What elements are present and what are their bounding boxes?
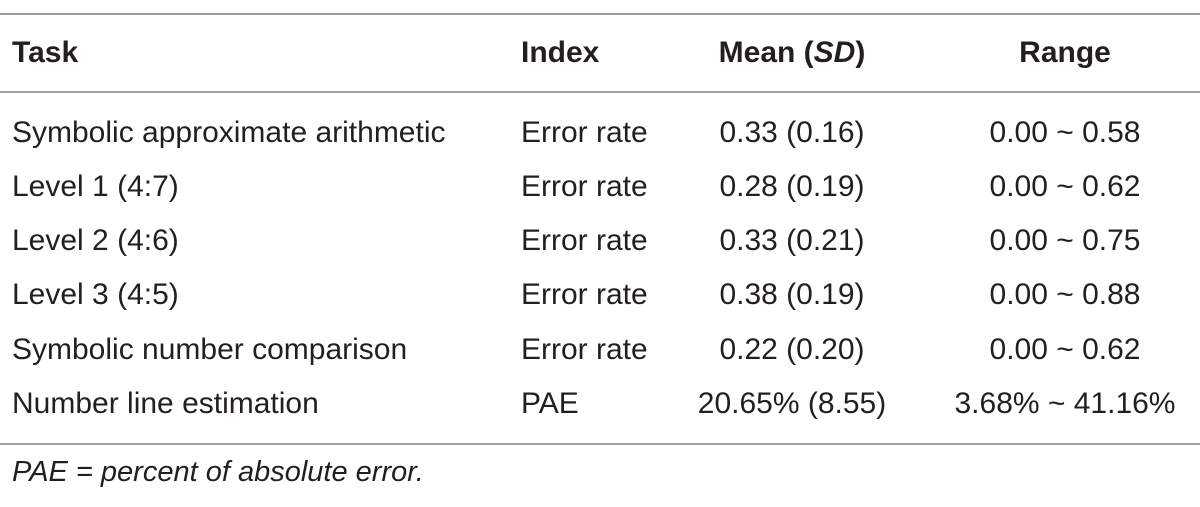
header-mean: Mean (SD) [672,25,912,81]
cell-index: PAE [521,387,579,420]
header-mean-prefix: Mean ( [718,36,814,69]
cell-index: Error rate [521,116,648,149]
cell-mean: 0.33 (0.16) [719,116,865,149]
cell-mean: 20.65% (8.55) [697,387,887,420]
table-row: Symbolic number comparison Error rate 0.… [0,323,1200,377]
cell-mean: 0.28 (0.19) [719,170,865,203]
table-row: Level 2 (4:6) Error rate 0.33 (0.21) 0.0… [0,214,1200,268]
cell-mean: 0.33 (0.21) [719,224,865,257]
cell-range: 0.00 ~ 0.62 [989,333,1141,366]
header-index: Index [521,36,600,69]
top-rule [0,13,1200,15]
cell-task: Level 1 (4:7) [12,170,179,203]
header-mean-sd: SD [813,36,856,69]
cell-range: 0.00 ~ 0.75 [989,224,1141,257]
cell-task: Number line estimation [12,387,319,420]
cell-range: 0.00 ~ 0.58 [989,116,1141,149]
table-row: Level 1 (4:7) Error rate 0.28 (0.19) 0.0… [0,160,1200,214]
table-header-row: Task Index Mean (SD) Range [0,25,1200,81]
header-range: Range [1019,36,1111,69]
header-mean-suffix: ) [855,36,866,69]
cell-index: Error rate [521,278,648,311]
table-row: Number line estimation PAE 20.65% (8.55)… [0,377,1200,431]
bottom-rule [0,443,1200,445]
header-rule [0,91,1200,93]
cell-range: 0.00 ~ 0.88 [989,278,1141,311]
cell-range: 3.68% ~ 41.16% [954,387,1176,420]
cell-mean: 0.22 (0.20) [719,333,865,366]
cell-task: Symbolic number comparison [12,333,408,366]
cell-index: Error rate [521,224,648,257]
cell-index: Error rate [521,170,648,203]
cell-task: Symbolic approximate arithmetic [12,116,446,149]
cell-mean: 0.38 (0.19) [719,278,865,311]
cell-index: Error rate [521,333,648,366]
header-task: Task [12,36,79,69]
table-row: Level 3 (4:5) Error rate 0.38 (0.19) 0.0… [0,268,1200,322]
table-row: Symbolic approximate arithmetic Error ra… [0,106,1200,160]
cell-task: Level 2 (4:6) [12,224,179,257]
cell-range: 0.00 ~ 0.62 [989,170,1141,203]
table-footnote: PAE = percent of absolute error. [12,456,424,488]
cell-task: Level 3 (4:5) [12,278,179,311]
